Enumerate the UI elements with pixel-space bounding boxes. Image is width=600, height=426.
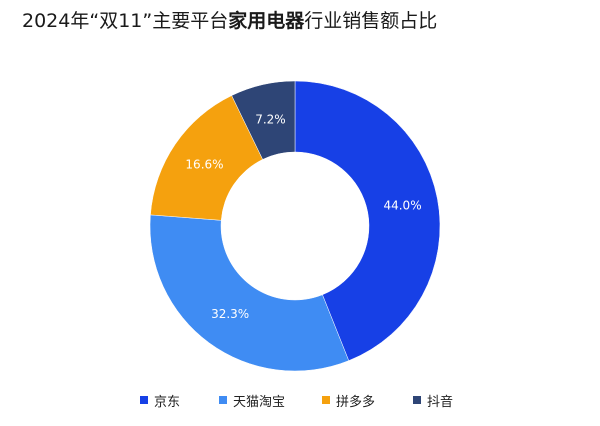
legend-swatch-douyin	[413, 396, 421, 404]
legend-swatch-tmall-taobao	[219, 396, 227, 404]
data-label-tmall-taobao: 32.3%	[211, 307, 249, 321]
donut-slice-tmall-taobao	[149, 214, 350, 372]
legend-item-tmall-taobao: 天猫淘宝	[219, 389, 285, 411]
legend-item-pinduoduo: 拼多多	[322, 389, 375, 411]
chart-legend: 京东 天猫淘宝 拼多多 抖音	[0, 389, 600, 411]
chart-title-prefix: 2024年“双11”主要平台	[22, 10, 229, 32]
legend-item-douyin: 抖音	[413, 389, 453, 411]
data-label-jd: 44.0%	[383, 198, 421, 212]
donut-slice-jd	[294, 80, 441, 361]
legend-label-pinduoduo: 拼多多	[336, 394, 376, 410]
legend-swatch-pinduoduo	[322, 396, 330, 404]
chart-title: 2024年“双11”主要平台家用电器行业销售额占比	[22, 8, 437, 34]
donut-slice-douyin	[231, 80, 296, 160]
legend-item-jd: 京东	[140, 389, 180, 411]
chart-title-highlight: 家用电器	[228, 10, 305, 32]
chart-title-suffix: 行业销售额占比	[304, 10, 438, 32]
legend-label-tmall-taobao: 天猫淘宝	[233, 394, 286, 410]
legend-label-douyin: 抖音	[427, 394, 454, 410]
donut-slice-pinduoduo	[150, 95, 264, 221]
data-label-douyin: 7.2%	[255, 112, 286, 126]
legend-label-jd: 京东	[154, 394, 181, 410]
legend-swatch-jd	[140, 396, 148, 404]
data-label-pinduoduo: 16.6%	[185, 157, 223, 171]
